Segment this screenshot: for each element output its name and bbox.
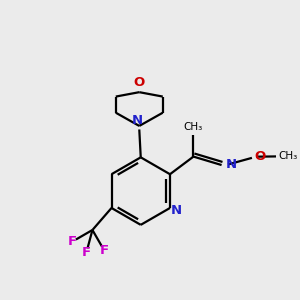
Text: CH₃: CH₃ <box>278 152 298 161</box>
Text: F: F <box>82 246 91 259</box>
Text: N: N <box>225 158 236 171</box>
Text: O: O <box>134 76 145 88</box>
Text: CH₃: CH₃ <box>184 122 203 132</box>
Text: F: F <box>68 235 77 248</box>
Text: F: F <box>100 244 109 257</box>
Text: N: N <box>132 114 143 127</box>
Text: O: O <box>254 150 265 163</box>
Text: N: N <box>171 204 182 217</box>
